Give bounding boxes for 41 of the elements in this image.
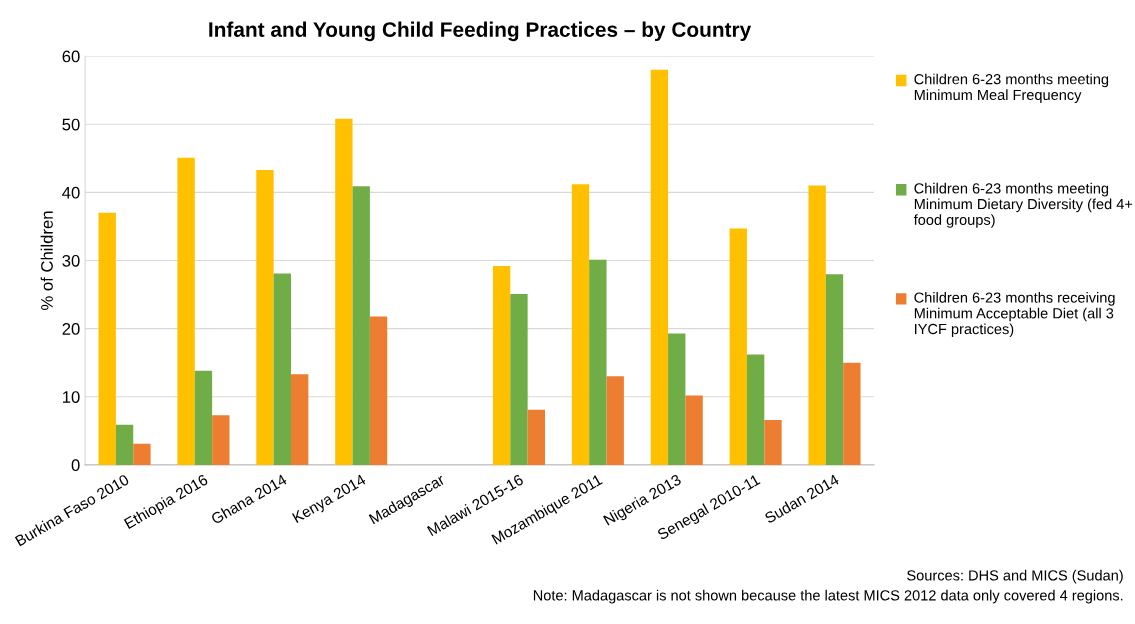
y-tick-label: 0 xyxy=(71,459,80,472)
y-axis-title: % of Children xyxy=(40,211,53,310)
bar xyxy=(133,443,151,465)
bar xyxy=(369,316,388,465)
bar xyxy=(729,228,747,465)
bar xyxy=(606,376,624,465)
bar xyxy=(668,333,686,465)
text: Note: Madagascar is not shown because the latest MICS 2012 data only covered 4 regions. xyxy=(533,589,1123,604)
bar xyxy=(212,415,230,465)
legend-label: Children 6-23 months receiving Minimum Acceptable Diet (all 3 IYCF practices) xyxy=(914,292,1115,338)
y-tick-label: 30 xyxy=(62,254,80,267)
bar xyxy=(808,185,826,465)
bar xyxy=(746,354,765,465)
bar xyxy=(115,424,134,465)
bar xyxy=(589,259,607,465)
bar xyxy=(256,169,274,465)
y-tick-label: 10 xyxy=(63,391,80,403)
bar xyxy=(843,362,861,465)
legend-label: Children 6-23 months meeting Minimum Meal Frequency xyxy=(914,73,1109,103)
bar xyxy=(291,374,309,465)
bar xyxy=(352,186,370,465)
y-tick-label: 60 xyxy=(62,50,80,63)
source-note: Sources: DHS and MICS (Sudan) xyxy=(907,569,1123,584)
bar xyxy=(825,274,844,465)
y-tick-label: 40 xyxy=(62,186,80,199)
y-tick-label: 50 xyxy=(62,118,80,131)
chart-title: Infant and Young Child Feeding Practices – by Country xyxy=(209,21,752,42)
bar xyxy=(335,118,353,465)
bar xyxy=(98,212,116,465)
bar xyxy=(571,184,590,465)
y-tick-label: 20 xyxy=(62,323,80,335)
bar xyxy=(492,265,511,465)
bar xyxy=(194,370,213,465)
bar xyxy=(510,293,528,465)
legend-label: Children 6-23 months meeting Minimum Dietary Diversity (fed 4+ food groups) xyxy=(913,182,1133,228)
bar xyxy=(650,69,669,465)
bar xyxy=(177,157,195,465)
bar xyxy=(685,395,703,465)
bar xyxy=(764,419,782,465)
bar xyxy=(527,409,546,465)
bar xyxy=(273,273,292,465)
